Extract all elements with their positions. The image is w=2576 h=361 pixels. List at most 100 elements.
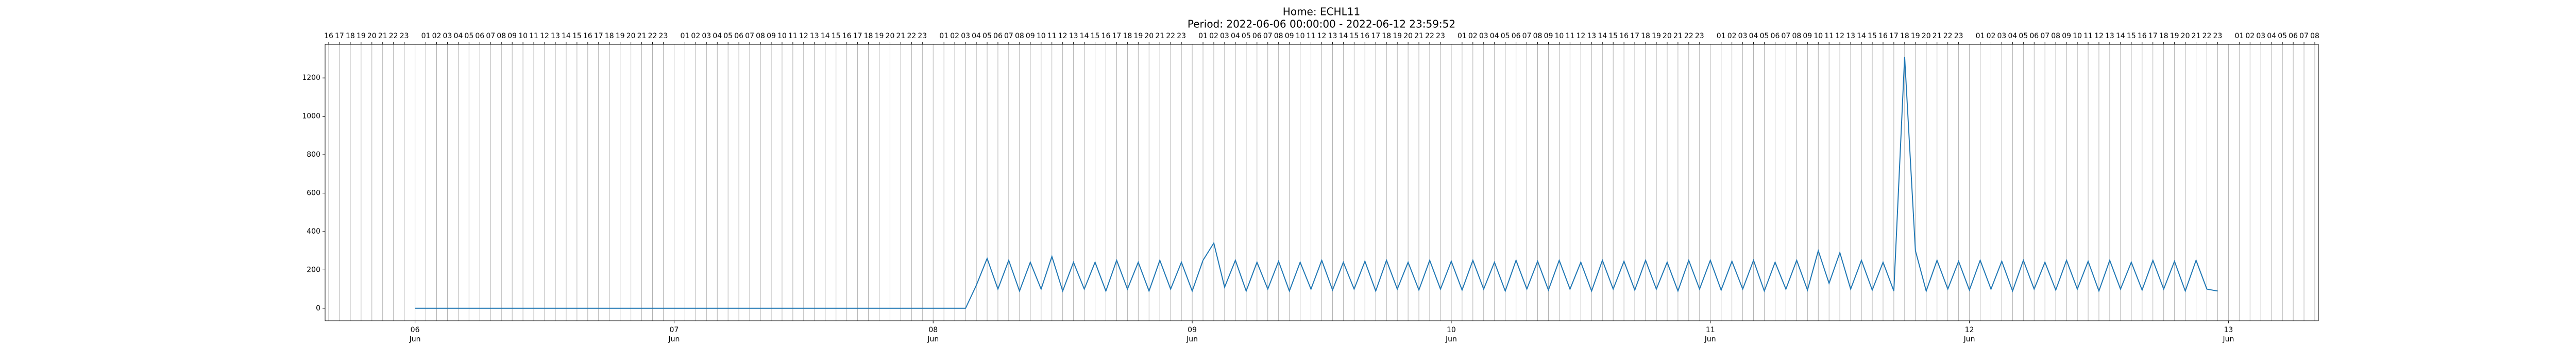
x2-tick-label: 03 [702, 32, 711, 40]
x2-tick-label: 07 [2040, 32, 2049, 40]
x-tick-month: Jun [927, 335, 939, 343]
x2-tick-label: 23 [2213, 32, 2223, 40]
x2-tick-label: 18 [2159, 32, 2168, 40]
x2-tick-label: 13 [1069, 32, 1078, 40]
x2-tick-label: 22 [389, 32, 398, 40]
x2-tick-label: 02 [432, 32, 442, 40]
x2-tick-label: 14 [2116, 32, 2125, 40]
x2-tick-label: 08 [2310, 32, 2319, 40]
x2-tick-label: 04 [1490, 32, 1499, 40]
x2-tick-label: 11 [529, 32, 538, 40]
x2-tick-label: 23 [918, 32, 927, 40]
x2-tick-label: 06 [1252, 32, 1262, 40]
x2-tick-label: 16 [1619, 32, 1629, 40]
x-tick-label: 07 [670, 326, 679, 334]
x2-tick-label: 01 [1458, 32, 1467, 40]
x2-tick-label: 18 [346, 32, 355, 40]
x2-tick-label: 14 [1338, 32, 1348, 40]
chart-title: Home: ECHL11 [1283, 6, 1360, 18]
x-tick-month: Jun [1963, 335, 1975, 343]
x2-tick-label: 14 [1857, 32, 1866, 40]
x2-tick-label: 20 [2181, 32, 2190, 40]
x2-tick-label: 23 [1177, 32, 1186, 40]
x2-tick-label: 10 [1296, 32, 1305, 40]
x2-tick-label: 06 [475, 32, 484, 40]
x2-tick-label: 09 [1803, 32, 1812, 40]
x2-tick-label: 06 [2289, 32, 2298, 40]
x2-tick-label: 23 [659, 32, 668, 40]
x2-tick-label: 01 [680, 32, 689, 40]
x2-tick-label: 10 [2073, 32, 2082, 40]
x2-tick-label: 16 [1360, 32, 1369, 40]
x2-tick-label: 18 [864, 32, 873, 40]
x2-tick-label: 22 [1166, 32, 1175, 40]
x-tick-label: 09 [1188, 326, 1197, 334]
x2-tick-label: 14 [1080, 32, 1089, 40]
x2-tick-label: 08 [1274, 32, 1283, 40]
x2-tick-label: 20 [367, 32, 377, 40]
x2-tick-label: 05 [1501, 32, 1510, 40]
x2-tick-label: 13 [1587, 32, 1596, 40]
x2-tick-label: 02 [1209, 32, 1218, 40]
x-tick-label: 12 [1965, 326, 1974, 334]
x2-tick-label: 13 [1846, 32, 1855, 40]
x2-tick-label: 01 [1976, 32, 1985, 40]
x-tick-month: Jun [668, 335, 680, 343]
x2-tick-label: 13 [1328, 32, 1337, 40]
x2-tick-label: 21 [1414, 32, 1423, 40]
x2-tick-label: 04 [1231, 32, 1240, 40]
x2-tick-label: 12 [540, 32, 549, 40]
x2-tick-label: 05 [1242, 32, 1251, 40]
x2-tick-label: 07 [486, 32, 495, 40]
x2-tick-label: 02 [1987, 32, 1996, 40]
y-tick-label: 1000 [302, 112, 320, 121]
x2-tick-label: 21 [2192, 32, 2201, 40]
x2-tick-label: 15 [2127, 32, 2136, 40]
x2-tick-label: 02 [691, 32, 700, 40]
x2-tick-label: 09 [1544, 32, 1553, 40]
x2-tick-label: 15 [1868, 32, 1877, 40]
x2-tick-label: 23 [1436, 32, 1445, 40]
plot-frame [325, 44, 2319, 321]
x2-tick-label: 10 [518, 32, 528, 40]
x-tick-label: 06 [411, 326, 420, 334]
y-tick-label: 1200 [302, 74, 320, 82]
x2-tick-label: 10 [1555, 32, 1564, 40]
x2-tick-label: 23 [400, 32, 409, 40]
x2-tick-label: 03 [1220, 32, 1229, 40]
x2-tick-label: 09 [767, 32, 776, 40]
x2-tick-label: 11 [788, 32, 798, 40]
x2-tick-label: 08 [497, 32, 506, 40]
x2-tick-label: 22 [648, 32, 657, 40]
x2-tick-label: 12 [2094, 32, 2104, 40]
x2-tick-label: 05 [2019, 32, 2028, 40]
x2-tick-label: 17 [853, 32, 862, 40]
x2-tick-label: 21 [1673, 32, 1683, 40]
x2-tick-label: 02 [2245, 32, 2255, 40]
x2-tick-label: 17 [1371, 32, 1380, 40]
x2-tick-label: 01 [2234, 32, 2244, 40]
x2-tick-label: 15 [1349, 32, 1359, 40]
y-tick-label: 600 [307, 189, 320, 197]
x2-tick-label: 16 [583, 32, 592, 40]
x2-tick-label: 17 [2148, 32, 2158, 40]
x2-tick-label: 04 [453, 32, 463, 40]
x2-tick-label: 09 [1285, 32, 1294, 40]
x2-tick-label: 11 [1307, 32, 1316, 40]
x2-tick-label: 16 [2138, 32, 2147, 40]
x2-tick-label: 14 [821, 32, 830, 40]
x2-tick-label: 03 [1997, 32, 2007, 40]
x2-tick-label: 05 [982, 32, 992, 40]
x2-tick-label: 17 [594, 32, 603, 40]
x-tick-month: Jun [1445, 335, 1457, 343]
x2-tick-label: 13 [2105, 32, 2114, 40]
x2-tick-label: 19 [616, 32, 625, 40]
x2-tick-label: 11 [1047, 32, 1057, 40]
x2-tick-label: 03 [961, 32, 970, 40]
chart-subtitle: Period: 2022-06-06 00:00:00 - 2022-06-12… [1188, 18, 1455, 30]
x2-tick-label: 01 [1717, 32, 1726, 40]
x2-tick-label: 18 [605, 32, 614, 40]
x2-tick-label: 01 [939, 32, 948, 40]
x2-tick-label: 20 [1403, 32, 1413, 40]
x-tick-month: Jun [1186, 335, 1198, 343]
